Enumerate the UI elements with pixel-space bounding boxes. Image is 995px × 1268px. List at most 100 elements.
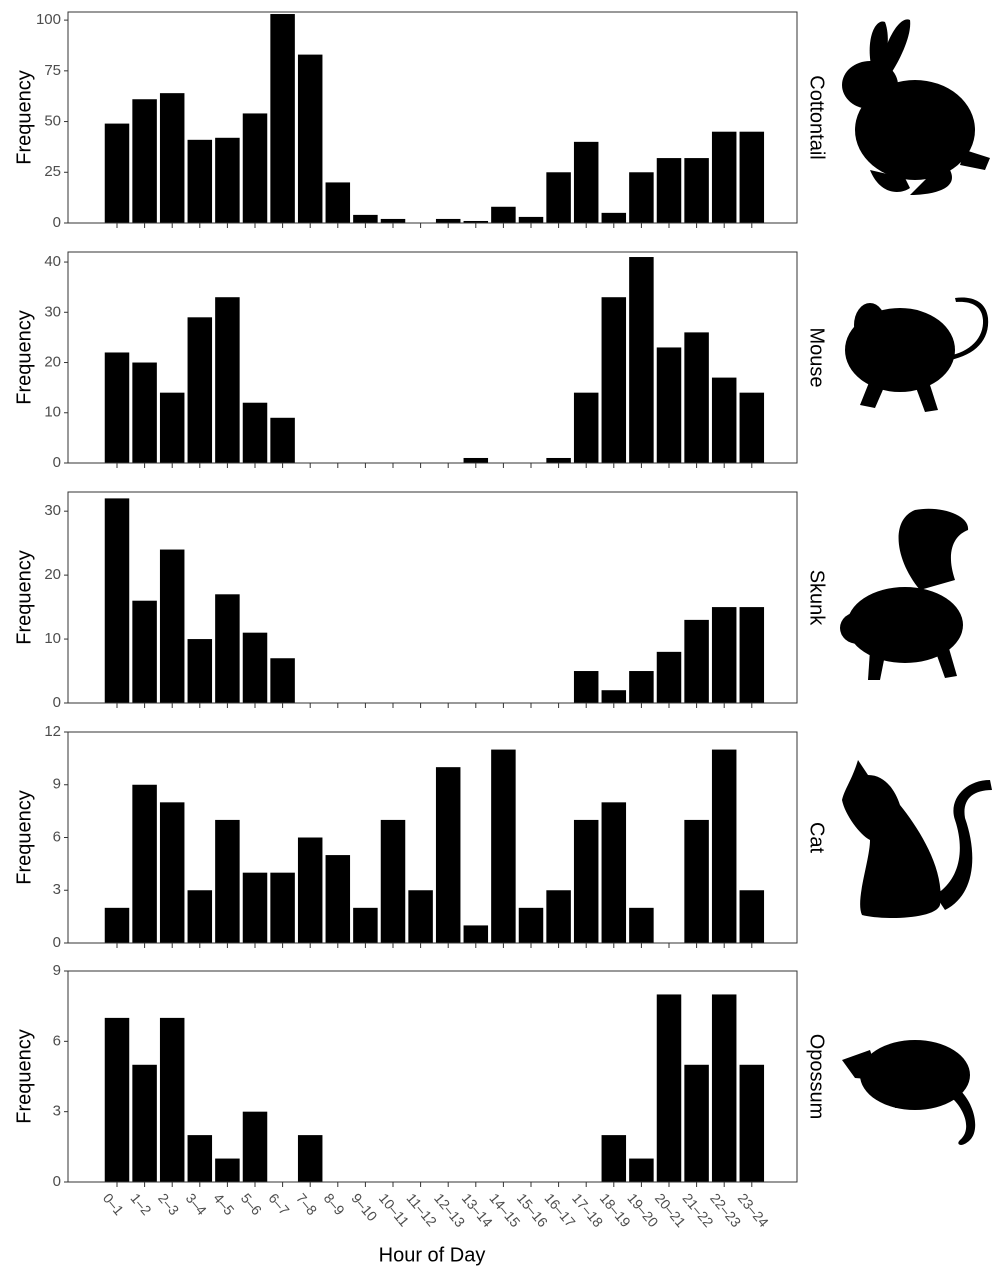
bar [712, 607, 737, 703]
bar [188, 317, 213, 463]
bar [712, 378, 737, 463]
bar [132, 1065, 157, 1182]
bar [712, 994, 737, 1182]
bar [270, 658, 295, 703]
strip-label: Mouse [806, 327, 828, 387]
bar [602, 1135, 627, 1182]
y-tick-label: 0 [53, 934, 61, 951]
bar [491, 750, 516, 943]
y-tick-label: 20 [44, 353, 61, 370]
bar [105, 1018, 130, 1182]
bar [353, 908, 378, 943]
y-axis-title: Frequency [13, 790, 35, 885]
x-tick-label: 5–6 [238, 1190, 265, 1218]
bar [105, 124, 130, 223]
bar [602, 297, 627, 463]
y-tick-label: 25 [44, 163, 61, 180]
bar [629, 671, 654, 703]
bar [740, 890, 765, 943]
bar [629, 172, 654, 223]
bar [602, 213, 627, 223]
bar [298, 838, 323, 944]
y-tick-label: 10 [44, 404, 61, 421]
bar [408, 890, 433, 943]
bar [132, 601, 157, 703]
y-tick-label: 30 [44, 303, 61, 320]
x-tick-label: 8–9 [321, 1190, 348, 1218]
y-tick-label: 6 [53, 828, 61, 845]
bar [188, 140, 213, 223]
opossum-icon [842, 1040, 975, 1145]
animal-icons [840, 19, 992, 1145]
bar [381, 820, 406, 943]
bar [381, 219, 406, 223]
y-tick-label: 0 [53, 1173, 61, 1190]
bar [684, 1065, 709, 1182]
bar [464, 925, 489, 943]
bar [684, 620, 709, 703]
bar [657, 347, 682, 463]
bar [243, 633, 268, 703]
y-tick-label: 9 [53, 962, 61, 979]
bar [105, 908, 130, 943]
strip-label: Skunk [806, 570, 828, 627]
bar [132, 99, 157, 223]
y-tick-label: 75 [44, 62, 61, 79]
bar [215, 1159, 240, 1182]
y-axis-title: Frequency [13, 1029, 35, 1124]
bar [215, 297, 240, 463]
bar [270, 873, 295, 943]
bar [188, 639, 213, 703]
chart: Hour of Day [0, 0, 995, 1268]
bar [684, 158, 709, 223]
bar [436, 219, 461, 223]
bar [602, 802, 627, 943]
bar [326, 855, 351, 943]
skunk-icon [840, 509, 968, 680]
bar [740, 1065, 765, 1182]
bar [436, 767, 461, 943]
bar [243, 113, 268, 223]
bar [160, 93, 185, 223]
bar [491, 207, 516, 223]
y-axis-title: Frequency [13, 70, 35, 165]
strip-label: Cat [806, 822, 828, 854]
x-tick-label: 10–11 [376, 1190, 413, 1229]
y-tick-label: 3 [53, 881, 61, 898]
y-tick-label: 3 [53, 1103, 61, 1120]
bar [574, 393, 599, 463]
bar [132, 363, 157, 463]
bar [215, 138, 240, 223]
bar [684, 820, 709, 943]
bar [132, 785, 157, 943]
x-tick-label: 3–4 [183, 1190, 210, 1218]
y-tick-label: 30 [44, 502, 61, 519]
bar [160, 550, 185, 703]
bar [602, 690, 627, 703]
bar [519, 217, 544, 223]
bar [740, 607, 765, 703]
bar [298, 1135, 323, 1182]
bar [215, 594, 240, 703]
bar [629, 257, 654, 463]
bar [657, 994, 682, 1182]
y-tick-label: 6 [53, 1032, 61, 1049]
bar [684, 332, 709, 463]
x-tick-label: 11–12 [403, 1190, 440, 1229]
bar [215, 820, 240, 943]
bar [243, 403, 268, 463]
y-tick-label: 0 [53, 694, 61, 711]
bar [629, 1159, 654, 1182]
x-tick-label: 2–3 [155, 1190, 182, 1218]
bar [105, 498, 130, 703]
y-axis-title: Frequency [13, 310, 35, 405]
bar [270, 14, 295, 223]
x-tick-label: 4–5 [210, 1190, 237, 1218]
bar [464, 458, 489, 463]
bar [546, 172, 571, 223]
strip-label: Opossum [806, 1034, 828, 1120]
bar [160, 802, 185, 943]
bar [105, 352, 130, 463]
rabbit-icon [842, 19, 990, 195]
bar [740, 393, 765, 463]
